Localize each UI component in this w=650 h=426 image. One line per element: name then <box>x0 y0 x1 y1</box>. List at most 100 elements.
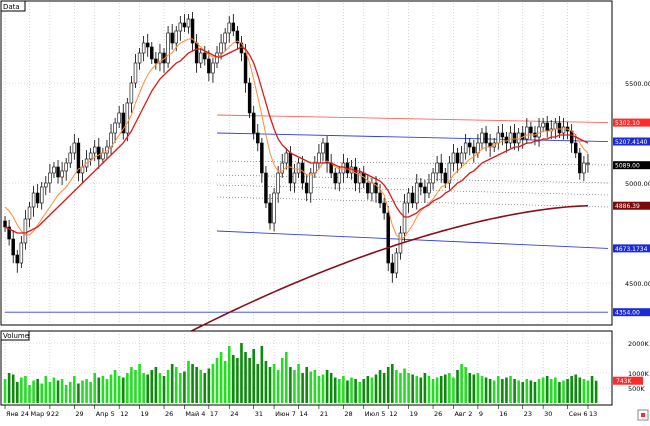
candle-body <box>304 182 309 194</box>
volume-bar <box>382 373 386 403</box>
candle-body <box>455 152 460 164</box>
candle-body <box>309 172 313 194</box>
volume-bar <box>342 376 345 403</box>
volume-bar <box>321 374 325 403</box>
candle-body <box>512 132 517 144</box>
volume-tag-label: 743K <box>616 378 632 385</box>
x-tick-label: Июн 7 <box>275 410 296 418</box>
candle-body <box>170 32 174 44</box>
volume-bar <box>40 383 44 403</box>
volume-bar <box>305 367 308 403</box>
candle-body <box>235 30 240 44</box>
volume-bar <box>24 376 27 403</box>
volume-bar <box>199 370 203 403</box>
corner-button-icon <box>641 413 645 417</box>
volume-bar <box>301 373 304 403</box>
volume-bar <box>89 382 92 403</box>
candle-body <box>219 42 223 54</box>
volume-tick-label: 500K <box>628 385 645 393</box>
volume-bar <box>415 376 419 403</box>
candle-body <box>52 166 56 174</box>
candle-body <box>439 162 443 174</box>
volume-bar <box>81 380 84 403</box>
candle-body <box>251 112 256 134</box>
candle-body <box>19 242 24 264</box>
volume-bar <box>195 367 198 403</box>
candle-body <box>243 52 248 84</box>
candle-body <box>227 22 231 34</box>
volume-bar <box>252 349 256 403</box>
x-tick-label: 12 <box>389 410 397 418</box>
volume-bar <box>93 373 97 403</box>
candle-body <box>166 32 170 64</box>
price-tag-label: 4354.00 <box>615 310 640 317</box>
candle-body <box>72 142 77 154</box>
volume-bar <box>113 370 117 403</box>
candle-body <box>133 62 138 84</box>
volume-bar <box>187 361 190 403</box>
volume-bar <box>138 364 141 403</box>
volume-bar <box>496 376 500 403</box>
volume-bar <box>476 373 480 403</box>
candle-body <box>451 152 456 164</box>
volume-tick-label: 1000K <box>628 370 650 378</box>
candle-body <box>529 126 533 134</box>
candle-body <box>92 146 97 154</box>
price-tag-label: 4673.1734 <box>615 246 648 253</box>
volume-bar <box>325 370 329 403</box>
volume-bar <box>452 377 455 403</box>
candle-body <box>141 42 146 54</box>
candle-body <box>443 172 448 184</box>
volume-bar <box>484 377 488 403</box>
dotted-channel-line <box>217 160 609 166</box>
candle-body <box>582 162 586 174</box>
volume-bar <box>36 379 39 403</box>
candle-body <box>280 162 284 174</box>
candle-body <box>56 166 60 178</box>
candle-body <box>366 182 370 194</box>
volume-bar <box>183 371 186 403</box>
volume-bar <box>488 379 492 403</box>
candle-body <box>11 238 15 256</box>
volume-bar <box>574 374 578 403</box>
candle-body <box>27 206 32 220</box>
volume-bar <box>431 379 435 403</box>
volume-bar <box>162 376 166 403</box>
candle-body <box>137 52 142 64</box>
volume-bar <box>232 355 235 403</box>
volume-bar <box>374 374 378 403</box>
price-panel <box>0 0 613 326</box>
candle-body <box>578 152 582 174</box>
volume-bar <box>32 380 35 403</box>
candle-body <box>276 172 280 194</box>
medium-moving-average <box>4 46 589 234</box>
volume-bar <box>15 382 19 403</box>
volume-bar <box>582 379 586 403</box>
candle-body <box>447 162 452 184</box>
candle-body <box>154 58 158 64</box>
candle-body <box>247 82 252 114</box>
volume-bar <box>68 382 72 403</box>
volume-bar <box>117 376 121 403</box>
candle-body <box>296 162 301 174</box>
candle-body <box>68 152 72 164</box>
volume-bar <box>505 377 508 403</box>
candle-body <box>553 122 558 130</box>
volume-bar <box>525 379 529 403</box>
volume-bar <box>7 373 11 403</box>
x-tick-label: 12 <box>120 410 128 418</box>
candle-body <box>545 122 549 132</box>
volume-bar <box>549 379 553 403</box>
volume-bar <box>509 376 512 403</box>
volume-bar <box>77 383 80 403</box>
volume-bar <box>594 380 598 403</box>
candle-body <box>370 182 374 194</box>
price-title: Data <box>3 3 20 11</box>
volume-bar <box>56 380 60 403</box>
candle-body <box>145 42 150 48</box>
volume-bar <box>390 364 394 403</box>
price-tag-box <box>613 244 650 253</box>
candle-body <box>113 122 117 134</box>
